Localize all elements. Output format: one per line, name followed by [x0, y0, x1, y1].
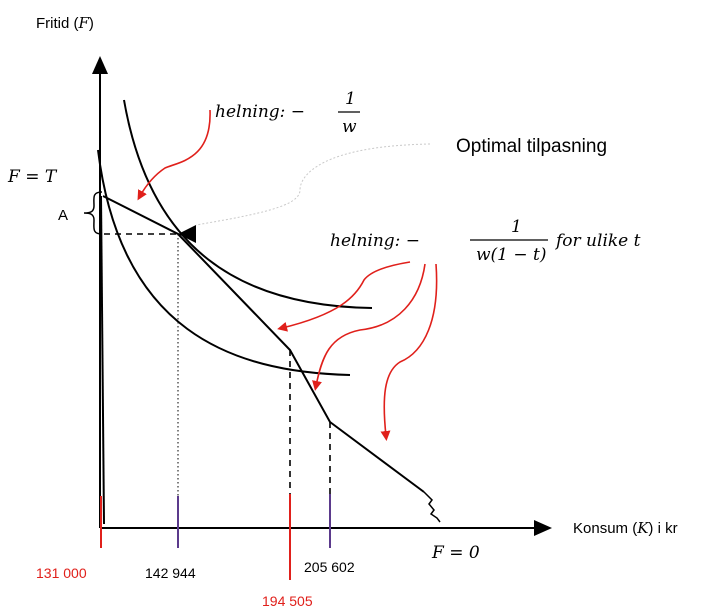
optimum-pointer	[178, 225, 196, 243]
tick-label-205602: 205 602	[304, 559, 355, 575]
svg-text:w: w	[342, 117, 357, 137]
red-arrow-to-segment3	[312, 263, 426, 391]
x-axis-label: Konsum (K) i kr	[573, 519, 678, 537]
indifference-curve-upper	[123, 99, 373, 309]
y-axis-arrowhead	[92, 56, 108, 74]
budget-line-tail	[423, 491, 441, 523]
svg-text:w(1 − t): w(1 − t)	[476, 245, 547, 265]
indifference-curve-lower	[97, 149, 351, 376]
f-equals-0-label: F = 0	[431, 543, 480, 563]
red-arrow-to-segment4	[380, 263, 438, 441]
optimal-label: Optimal tilpasning	[456, 136, 607, 157]
tick-label-131000: 131 000	[36, 565, 87, 581]
red-arrow-to-segment2	[277, 261, 411, 332]
tick-label-194505: 194 505	[262, 593, 313, 609]
svg-text:helning: −: helning: −	[215, 102, 305, 122]
a-brace	[83, 191, 103, 235]
y-axis-label: Fritid (F)	[36, 14, 94, 32]
red-arrow-top	[137, 109, 211, 201]
svg-text:1: 1	[511, 217, 522, 237]
slope-top-label: helning: − 1 w	[215, 89, 360, 137]
optimal-connector	[195, 143, 431, 226]
slope-mid-label: helning: − 1 w(1 − t) for ulike t	[330, 217, 641, 265]
svg-text:1: 1	[345, 89, 356, 109]
f-equals-t-label: F = T	[7, 167, 58, 187]
steep-left-line	[100, 195, 105, 525]
a-label: A	[58, 207, 68, 224]
tick-label-142944: 142 944	[145, 565, 196, 581]
svg-text:for ulike t: for ulike t	[554, 231, 641, 251]
svg-text:helning: −: helning: −	[330, 231, 420, 251]
x-axis-arrowhead	[534, 520, 552, 536]
